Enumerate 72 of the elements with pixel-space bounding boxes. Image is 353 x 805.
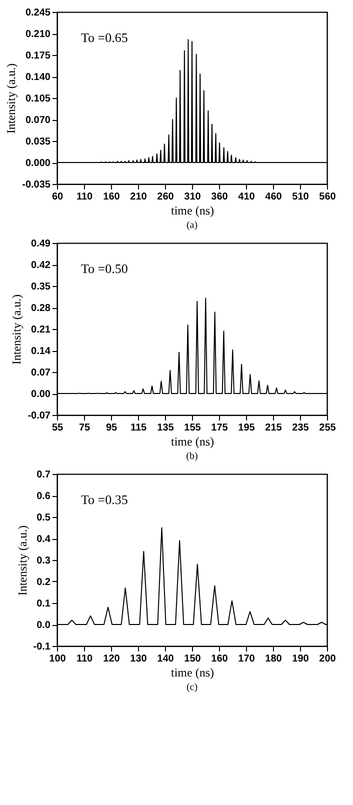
text: (b) — [186, 451, 198, 462]
x-tick-label: 75 — [78, 422, 90, 434]
y-tick-label: 0.14 — [31, 346, 51, 357]
x-tick-label: 160 — [103, 192, 120, 202]
y-tick-label: 0.140 — [25, 72, 51, 83]
y-tick-label: 0.105 — [25, 94, 51, 104]
annotation: To =0.65 — [81, 30, 128, 45]
text: (a) — [186, 220, 198, 231]
x-tick-label: 175 — [211, 422, 228, 434]
y-axis-title: Intensity (a.u.) — [4, 63, 18, 134]
y-tick-label: 0.175 — [25, 50, 51, 62]
x-tick-label: 155 — [184, 422, 202, 434]
text: (c) — [186, 682, 198, 693]
x-tick-label: 100 — [49, 654, 66, 664]
x-tick-label: 215 — [265, 422, 282, 434]
x-tick-label: 410 — [238, 192, 256, 202]
y-tick-label: 0.00 — [31, 389, 51, 400]
x-tick-label: 135 — [157, 422, 174, 434]
y-tick-label: 0.7 — [36, 470, 51, 480]
y-tick-label: 0.21 — [31, 324, 51, 336]
annotation: To =0.35 — [81, 492, 128, 507]
x-axis-title: time (ns) — [171, 434, 214, 448]
y-tick-label: 0.07 — [31, 368, 51, 378]
y-tick-label: 0.035 — [25, 136, 51, 148]
y-axis-title: Intensity (a.u.) — [10, 294, 24, 365]
y-tick-label: 0.35 — [31, 282, 51, 292]
x-tick-label: 95 — [106, 422, 118, 434]
x-tick-label: 260 — [157, 192, 174, 202]
y-tick-label: 0.070 — [25, 115, 51, 126]
x-tick-label: 310 — [184, 192, 202, 202]
y-tick-label: -0.035 — [22, 180, 51, 190]
x-tick-label: 60 — [52, 192, 64, 202]
x-tick-label: 170 — [238, 654, 256, 664]
x-tick-label: 140 — [157, 654, 174, 664]
y-tick-label: 0.4 — [36, 534, 51, 545]
y-tick-label: -0.1 — [33, 642, 51, 652]
x-tick-label: 130 — [130, 654, 148, 664]
x-tick-label: 560 — [319, 192, 336, 202]
x-tick-label: 190 — [292, 654, 310, 664]
y-tick-label: 0.5 — [36, 512, 51, 524]
y-tick-label: 0.2 — [36, 577, 51, 588]
x-tick-label: 255 — [319, 422, 336, 434]
y-tick-label: 0.0 — [36, 620, 51, 631]
y-tick-label: 0.42 — [31, 260, 51, 271]
x-tick-label: 195 — [238, 422, 256, 434]
y-tick-label: 0.245 — [25, 8, 51, 18]
y-tick-label: 0.3 — [36, 556, 51, 566]
x-tick-label: 110 — [76, 654, 93, 664]
annotation: To =0.50 — [81, 261, 128, 276]
y-tick-label: 0.6 — [36, 491, 51, 502]
y-tick-label: 0.28 — [31, 303, 51, 314]
x-tick-label: 200 — [319, 654, 336, 664]
x-tick-label: 360 — [211, 192, 228, 202]
y-tick-label: 0.000 — [25, 158, 51, 169]
x-tick-label: 120 — [103, 654, 120, 664]
x-tick-label: 510 — [292, 192, 310, 202]
y-tick-label: 0.1 — [36, 598, 51, 610]
y-tick-label: -0.07 — [28, 410, 51, 422]
y-tick-label: 0.49 — [31, 238, 51, 250]
x-tick-label: 55 — [52, 422, 64, 434]
x-axis-title: time (ns) — [171, 204, 214, 218]
x-tick-label: 110 — [76, 192, 93, 202]
x-tick-label: 235 — [292, 422, 310, 434]
y-axis-title: Intensity (a.u.) — [15, 525, 30, 596]
x-tick-label: 210 — [130, 192, 148, 202]
x-axis-title: time (ns) — [171, 666, 214, 680]
x-tick-label: 460 — [265, 192, 282, 202]
y-tick-label: 0.210 — [25, 29, 51, 40]
x-tick-label: 150 — [184, 654, 202, 664]
x-tick-label: 180 — [265, 654, 282, 664]
x-tick-label: 160 — [211, 654, 228, 664]
x-tick-label: 115 — [130, 422, 147, 434]
